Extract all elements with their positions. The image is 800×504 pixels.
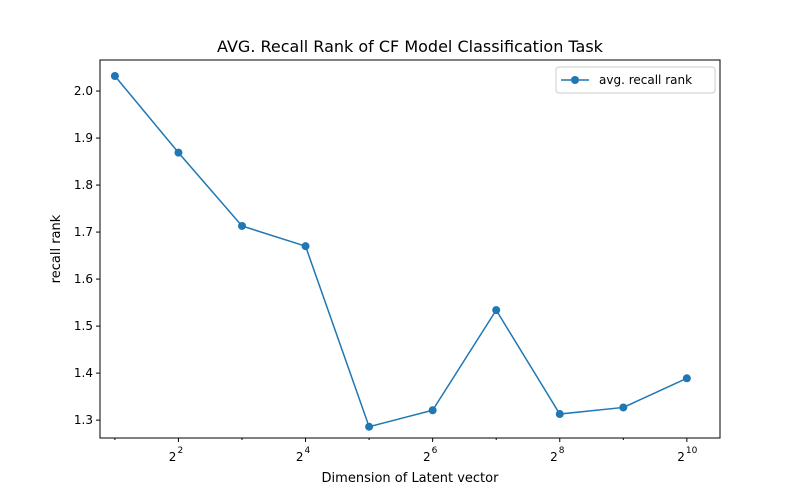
axes-frame [99, 59, 721, 439]
y-axis-label: recall rank [49, 214, 64, 283]
data-point [428, 406, 437, 415]
y-tick-label: 2.0 [74, 84, 93, 98]
x-axis-ticks: 2 2 2 4 2 6 2 8 2 10 [114, 438, 698, 464]
data-point [301, 242, 310, 251]
data-point [619, 403, 628, 412]
y-tick-label: 1.4 [74, 366, 93, 380]
data-point [555, 410, 564, 419]
y-tick-label: 1.3 [74, 413, 93, 427]
series-layer [110, 71, 691, 431]
data-point [365, 422, 374, 431]
plot-area [99, 59, 721, 439]
x-tick-exponent: 2 [177, 446, 183, 456]
data-point [492, 306, 501, 315]
y-tick-label: 1.6 [74, 272, 93, 286]
y-tick-label: 1.9 [74, 131, 93, 145]
data-point [110, 71, 119, 80]
x-tick-base: 2 [169, 450, 177, 464]
x-tick-base: 2 [677, 450, 685, 464]
data-point [682, 374, 691, 383]
x-tick-base: 2 [296, 450, 304, 464]
legend-label: avg. recall rank [599, 73, 692, 87]
y-tick-label: 1.8 [74, 178, 93, 192]
legend-box [555, 66, 716, 94]
x-tick-exponent: 6 [432, 446, 438, 456]
legend-marker [571, 76, 579, 84]
y-tick-label: 1.5 [74, 319, 93, 333]
legend: avg. recall rank [555, 66, 716, 94]
chart-title: AVG. Recall Rank of CF Model Classificat… [217, 37, 604, 56]
y-axis-ticks: 1.3 1.4 1.5 1.6 1.7 1.8 1.9 2.0 [74, 84, 100, 427]
data-point [174, 148, 183, 157]
x-tick-label: 2 10 [677, 446, 697, 464]
data-point [238, 221, 247, 230]
x-tick-exponent: 4 [305, 446, 311, 456]
x-tick-base: 2 [550, 450, 558, 464]
x-tick-exponent: 8 [559, 446, 565, 456]
x-tick-base: 2 [423, 450, 431, 464]
y-tick-label: 1.7 [74, 225, 93, 239]
series-line [114, 75, 688, 428]
x-axis-label: Dimension of Latent vector [322, 471, 500, 486]
x-tick-exponent: 10 [686, 446, 698, 456]
